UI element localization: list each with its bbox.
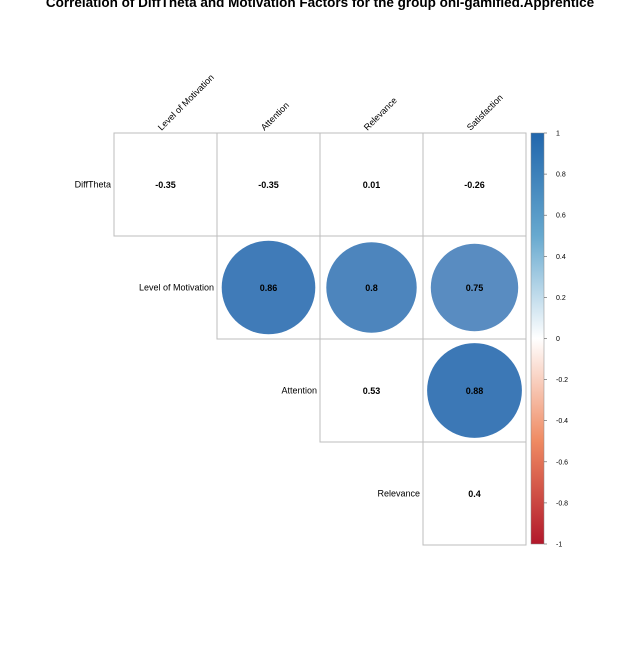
cell-0-1: -0.35 [216, 132, 321, 237]
colorbar-tick-label: 0.2 [556, 295, 566, 302]
colorbar-tick-label: -1 [556, 542, 562, 549]
cell-2-3: 0.88 [422, 338, 527, 443]
row-label: Relevance [377, 489, 420, 499]
colorbar-tick-label: -0.2 [556, 377, 568, 384]
cell-1-2: 0.8 [319, 235, 424, 340]
colorbar-tick-label: 0 [556, 336, 560, 343]
correlation-circle [427, 343, 522, 438]
cell-border [113, 132, 218, 237]
colorbar-tick-label: -0.4 [556, 418, 568, 425]
colorbar-tick-label: 0.6 [556, 213, 566, 220]
cell-value-label: 0.86 [260, 283, 278, 293]
cell-value-label: 0.88 [466, 386, 484, 396]
cells-layer: -0.35 -0.35 0.01 -0.26 0.86 0.8 0.75 0.53 0.88 0.… [113, 132, 527, 546]
cell-2-2: 0.53 [319, 338, 424, 443]
column-label: Satisfaction [465, 92, 505, 132]
cell-value-label: 0.75 [466, 283, 484, 293]
colorbar-tick-label: 0.8 [556, 172, 566, 179]
cell-value-label: 0.8 [365, 283, 378, 293]
cell-border [319, 132, 424, 237]
row-label: Level of Motivation [139, 283, 214, 293]
chart-title: Correlation of DiffTheta and Motivation … [46, 0, 595, 10]
cell-0-0: -0.35 [113, 132, 218, 237]
cell-0-2: 0.01 [319, 132, 424, 237]
cell-0-3: -0.26 [422, 132, 527, 237]
cell-border [422, 132, 527, 237]
colorbar-tick-label: -0.6 [556, 459, 568, 466]
cell-value-label: 0.01 [363, 180, 381, 190]
cell-1-1: 0.86 [216, 235, 321, 340]
colorbar: 1 0.8 0.6 0.4 0.2 0 -0.2 -0.4 -0.6 -0.8 -1 [530, 131, 568, 549]
colorbar-tick-label: -0.8 [556, 500, 568, 507]
cell-1-3: 0.75 [422, 235, 527, 340]
correlation-circle [430, 243, 519, 332]
colorbar-tick-label: 1 [556, 131, 560, 138]
row-label: Attention [281, 386, 317, 396]
colorbar-gradient [530, 132, 545, 545]
column-label: Relevance [362, 95, 399, 132]
cell-value-label: 0.4 [468, 489, 481, 499]
cell-value-label: -0.26 [464, 180, 485, 190]
cell-border [422, 441, 527, 546]
column-label: Level of Motivation [156, 72, 216, 132]
column-label: Attention [259, 100, 291, 132]
correlation-circle [221, 240, 316, 335]
cell-3-3: 0.4 [422, 441, 527, 546]
row-label: DiffTheta [75, 180, 111, 190]
cell-value-label: -0.35 [155, 180, 176, 190]
cell-value-label: -0.35 [258, 180, 279, 190]
colorbar-tick-label: 0.4 [556, 254, 566, 261]
cell-value-label: 0.53 [363, 386, 381, 396]
cell-border [216, 132, 321, 237]
correlation-circle [326, 242, 417, 333]
